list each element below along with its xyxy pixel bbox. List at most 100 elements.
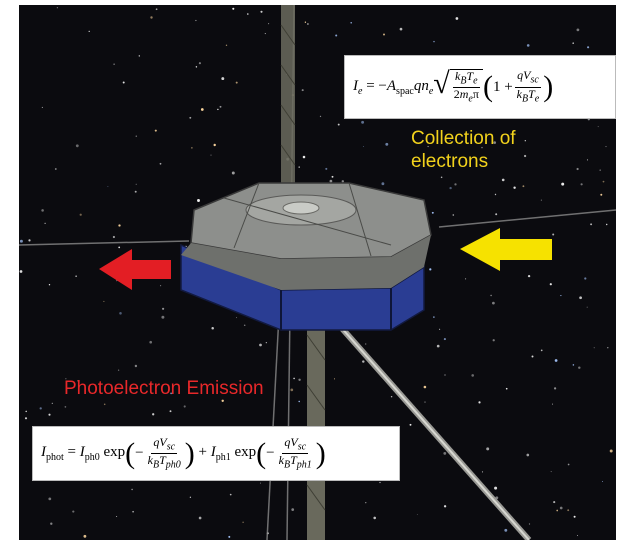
star [329, 179, 333, 183]
star [573, 515, 576, 518]
star [219, 105, 222, 108]
star [436, 344, 440, 348]
star [247, 13, 249, 15]
star [88, 30, 90, 33]
star [443, 338, 446, 341]
star [602, 180, 605, 183]
collection-line-1: Collection of [411, 128, 516, 149]
star [455, 17, 459, 20]
star [572, 364, 575, 366]
collection-of-electrons-label: Collection of electrons [411, 127, 516, 173]
star [221, 399, 224, 402]
star [559, 506, 563, 510]
star [531, 355, 534, 358]
star [319, 115, 322, 118]
star [150, 16, 153, 19]
star [474, 140, 477, 144]
star [298, 400, 300, 403]
star [135, 183, 137, 185]
star [259, 343, 262, 347]
star [103, 403, 106, 406]
star [554, 359, 558, 362]
star [597, 126, 599, 128]
star [540, 199, 542, 201]
star [577, 535, 578, 537]
star [599, 169, 601, 171]
star [593, 347, 595, 349]
star [191, 147, 193, 149]
star [341, 180, 345, 183]
star [50, 522, 53, 525]
star [242, 521, 244, 523]
star [291, 508, 295, 511]
star [24, 417, 28, 420]
star [302, 155, 306, 159]
star [134, 190, 137, 193]
star [424, 401, 426, 403]
star [211, 327, 214, 330]
star [602, 481, 603, 482]
star [454, 183, 457, 186]
star [264, 33, 266, 35]
star [232, 7, 235, 10]
star [231, 171, 235, 175]
star [362, 146, 364, 147]
star [135, 135, 138, 137]
red-arrow-left-icon [99, 249, 171, 290]
star [113, 63, 115, 65]
star [439, 328, 441, 330]
star [526, 44, 530, 47]
star [361, 120, 365, 124]
star [265, 342, 267, 344]
star [118, 224, 121, 227]
yellow-arrow-left-icon [460, 228, 552, 271]
star [28, 239, 31, 242]
star [77, 379, 79, 382]
star [552, 403, 554, 405]
star [160, 285, 162, 287]
star [75, 144, 79, 148]
star [131, 488, 133, 491]
star [449, 186, 452, 190]
star [579, 296, 582, 300]
star [304, 21, 307, 23]
star [116, 280, 118, 282]
star [149, 340, 153, 344]
photoelectron-emission-label: Photoelectron Emission [64, 378, 264, 399]
star [553, 387, 557, 390]
star [427, 145, 429, 148]
star [504, 528, 508, 532]
star [155, 8, 158, 11]
star [465, 278, 467, 280]
star [576, 28, 580, 32]
star [481, 471, 484, 473]
star [189, 116, 192, 119]
star [99, 391, 101, 393]
star [440, 176, 443, 179]
star [195, 19, 197, 22]
star [576, 167, 579, 171]
star [228, 535, 231, 538]
star [523, 154, 527, 158]
star [567, 463, 570, 466]
star [41, 209, 44, 212]
star [492, 339, 495, 342]
star [524, 140, 526, 142]
star [540, 349, 543, 352]
star [381, 182, 385, 186]
star [122, 81, 125, 84]
star [260, 10, 263, 13]
star [118, 246, 121, 249]
star [116, 515, 118, 518]
star [580, 183, 583, 186]
star [433, 40, 435, 43]
star [48, 413, 51, 416]
star [383, 33, 385, 36]
star [495, 213, 498, 216]
star [431, 211, 434, 214]
star [162, 307, 165, 310]
star [416, 514, 418, 515]
star [443, 451, 447, 455]
star [200, 108, 204, 111]
star [138, 55, 140, 57]
